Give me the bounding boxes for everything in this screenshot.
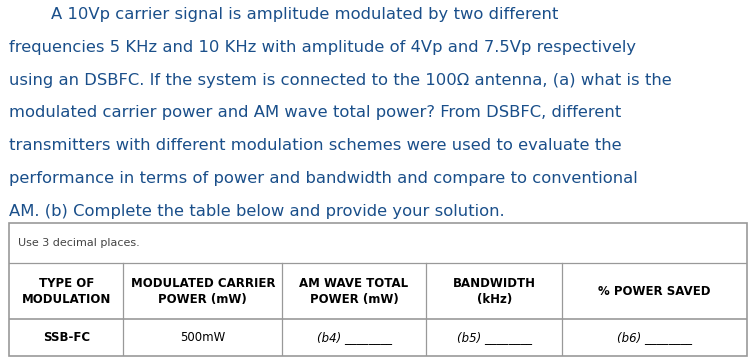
Text: performance in terms of power and bandwidth and compare to conventional: performance in terms of power and bandwi… (9, 171, 638, 186)
Text: modulated carrier power and AM wave total power? From DSBFC, different: modulated carrier power and AM wave tota… (9, 105, 621, 121)
Text: BANDWIDTH
(kHz): BANDWIDTH (kHz) (453, 276, 536, 306)
Text: 500mW: 500mW (180, 331, 225, 344)
Text: A 10Vp carrier signal is amplitude modulated by two different: A 10Vp carrier signal is amplitude modul… (9, 7, 559, 22)
Text: (b5) ________: (b5) ________ (457, 331, 531, 344)
Text: frequencies 5 KHz and 10 KHz with amplitude of 4Vp and 7.5Vp respectively: frequencies 5 KHz and 10 KHz with amplit… (9, 40, 637, 55)
Text: AM WAVE TOTAL
POWER (mW): AM WAVE TOTAL POWER (mW) (299, 276, 408, 306)
Text: TYPE OF
MODULATION: TYPE OF MODULATION (22, 276, 111, 306)
Text: (b6) ________: (b6) ________ (617, 331, 692, 344)
Text: AM. (b) Complete the table below and provide your solution.: AM. (b) Complete the table below and pro… (9, 204, 505, 219)
Text: % POWER SAVED: % POWER SAVED (599, 285, 711, 298)
Text: (b4) ________: (b4) ________ (317, 331, 392, 344)
Text: MODULATED CARRIER
POWER (mW): MODULATED CARRIER POWER (mW) (131, 276, 275, 306)
Text: SSB-FC: SSB-FC (42, 331, 90, 344)
Text: Use 3 decimal places.: Use 3 decimal places. (18, 238, 140, 248)
Text: using an DSBFC. If the system is connected to the 100Ω antenna, (a) what is the: using an DSBFC. If the system is connect… (9, 73, 672, 87)
Text: transmitters with different modulation schemes were used to evaluate the: transmitters with different modulation s… (9, 138, 621, 153)
